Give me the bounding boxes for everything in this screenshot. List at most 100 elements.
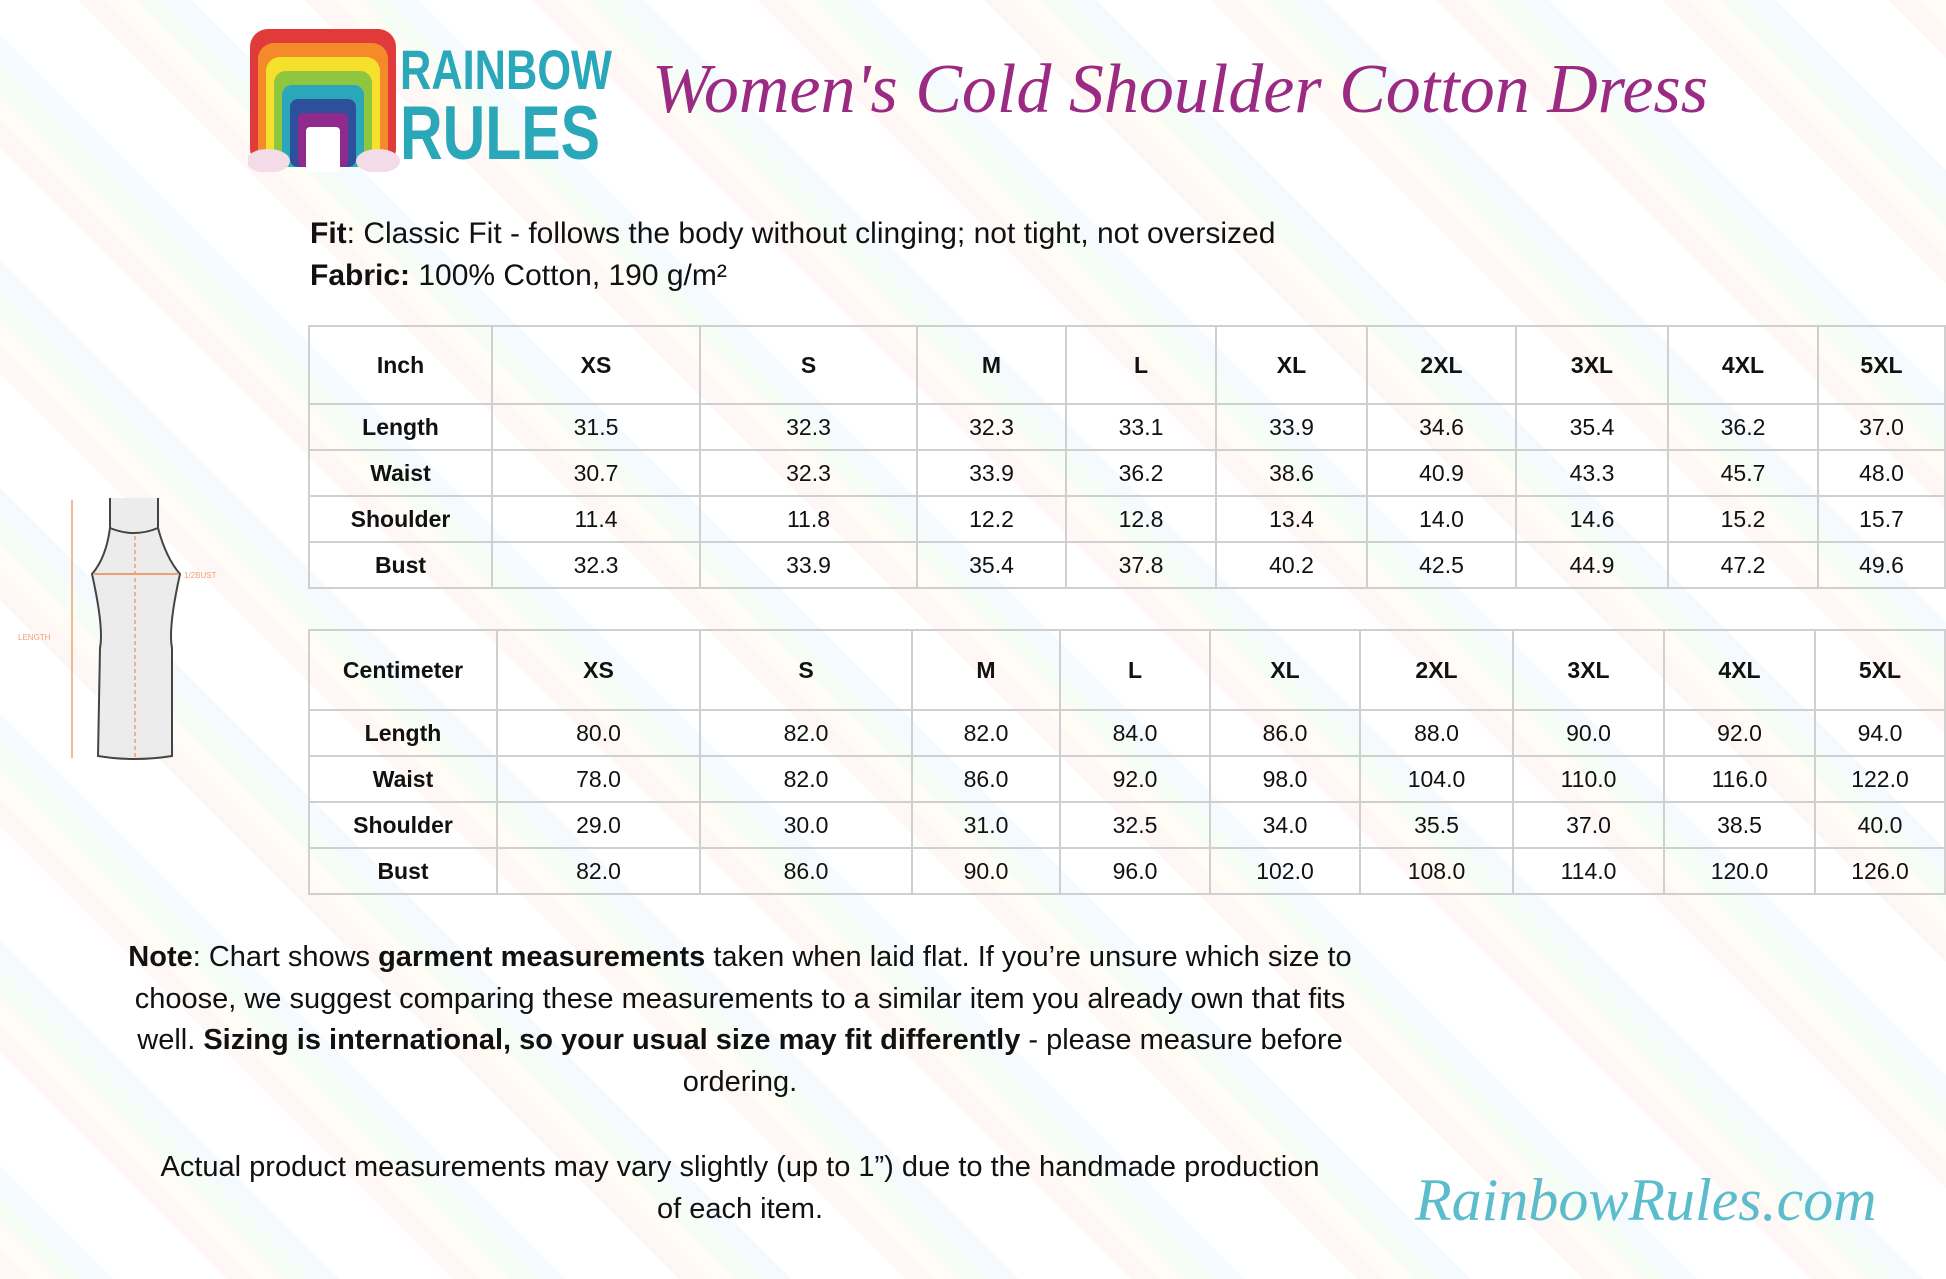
- measurement-cell: 15.2: [1667, 495, 1819, 543]
- measurement-cell: 36.2: [1667, 403, 1819, 451]
- measurement-cell: 29.0: [496, 801, 701, 849]
- measurement-cell: 98.0: [1209, 755, 1361, 803]
- rainbow-rules-logo: RAINBOW RULES: [248, 29, 612, 172]
- page-title: Women's Cold Shoulder Cotton Dress: [652, 51, 1708, 128]
- measurement-cell: 32.5: [1059, 801, 1211, 849]
- measurement-cell: 14.0: [1366, 495, 1517, 543]
- fabric-text: 100% Cotton, 190 g/m²: [410, 259, 727, 292]
- measurement-cell: 40.0: [1814, 801, 1946, 849]
- measurement-cell: 86.0: [911, 755, 1061, 803]
- measurement-cell: 32.3: [916, 403, 1067, 451]
- rainbow-icon: [248, 29, 400, 172]
- size-header: XS: [491, 325, 701, 405]
- measurement-cell: 49.6: [1817, 541, 1946, 589]
- measurement-cell: 12.2: [916, 495, 1067, 543]
- measurement-cell: 11.4: [491, 495, 701, 543]
- fit-text: : Classic Fit - follows the body without…: [346, 217, 1276, 250]
- measurement-cell: 13.4: [1215, 495, 1368, 543]
- size-header: 5XL: [1817, 325, 1946, 405]
- measurement-cell: 47.2: [1667, 541, 1819, 589]
- unit-header: Centimeter: [308, 629, 498, 711]
- measurement-cell: 35.4: [1515, 403, 1669, 451]
- measurement-label: Bust: [308, 847, 498, 895]
- note-text: : Chart shows: [192, 941, 379, 973]
- size-header: 3XL: [1515, 325, 1669, 405]
- measurement-cell: 37.0: [1512, 801, 1665, 849]
- measurement-cell: 82.0: [911, 709, 1061, 757]
- table-row: Waist 78.0 82.0 86.0 92.0 98.0 104.0 110.0 116.0…: [308, 755, 1946, 803]
- measurement-cell: 84.0: [1059, 709, 1211, 757]
- measurement-cell: 35.4: [916, 541, 1067, 589]
- size-header: L: [1059, 629, 1211, 711]
- inch-size-table: Inch XS S M L XL 2XL 3XL 4XL 5XL Length 31.5 32.3 32.…: [308, 325, 1946, 589]
- table-row: Shoulder 29.0 30.0 31.0 32.5 34.0 35.5 37.0 38.5…: [308, 801, 1946, 849]
- size-header: 4XL: [1663, 629, 1816, 711]
- measurement-cell: 32.3: [699, 449, 918, 497]
- measurement-cell: 30.7: [491, 449, 701, 497]
- measurement-cell: 92.0: [1059, 755, 1211, 803]
- measurement-cell: 33.9: [699, 541, 918, 589]
- size-header: S: [699, 325, 918, 405]
- measurement-cell: 38.6: [1215, 449, 1368, 497]
- table-row: Shoulder 11.4 11.8 12.2 12.8 13.4 14.0 14.6 15.2…: [308, 495, 1946, 543]
- measurement-cell: 40.2: [1215, 541, 1368, 589]
- table-row: Length 80.0 82.0 82.0 84.0 86.0 88.0 90.0 92.0 94…: [308, 709, 1946, 757]
- measurement-cell: 31.0: [911, 801, 1061, 849]
- measurement-cell: 90.0: [1512, 709, 1665, 757]
- fabric-label: Fabric:: [310, 259, 411, 292]
- measurement-cell: 33.9: [916, 449, 1067, 497]
- measurement-cell: 31.5: [491, 403, 701, 451]
- measurement-cell: 32.3: [491, 541, 701, 589]
- measurement-cell: 32.3: [699, 403, 918, 451]
- measurement-cell: 120.0: [1663, 847, 1816, 895]
- measurement-cell: 102.0: [1209, 847, 1361, 895]
- table-row: Waist 30.7 32.3 33.9 36.2 38.6 40.9 43.3 45.7 48.…: [308, 449, 1946, 497]
- note-label: Note: [128, 941, 193, 973]
- sizing-note: Note: Chart shows garment measurements t…: [120, 937, 1360, 1103]
- size-header: 2XL: [1366, 325, 1517, 405]
- size-header: XL: [1215, 325, 1368, 405]
- measurement-cell: 114.0: [1512, 847, 1665, 895]
- unit-header: Inch: [308, 325, 493, 405]
- measurement-cell: 36.2: [1065, 449, 1217, 497]
- note-bold: garment measurements: [378, 941, 706, 973]
- measurement-label: Shoulder: [308, 801, 498, 849]
- measurement-cell: 37.0: [1817, 403, 1946, 451]
- size-header: 4XL: [1667, 325, 1819, 405]
- measurement-cell: 44.9: [1515, 541, 1669, 589]
- size-header: 5XL: [1814, 629, 1946, 711]
- measurement-cell: 96.0: [1059, 847, 1211, 895]
- measurement-cell: 48.0: [1817, 449, 1946, 497]
- note-bold: Sizing is international, so your usual s…: [203, 1024, 1021, 1056]
- table-row: Length 31.5 32.3 32.3 33.1 33.9 34.6 35.4 36.2 37…: [308, 403, 1946, 451]
- table-row: Bust 82.0 86.0 90.0 96.0 102.0 108.0 114.0 120.0…: [308, 847, 1946, 895]
- measurement-cell: 37.8: [1065, 541, 1217, 589]
- measurement-cell: 45.7: [1667, 449, 1819, 497]
- header-row: Inch XS S M L XL 2XL 3XL 4XL 5XL: [308, 325, 1946, 405]
- measurement-cell: 33.1: [1065, 403, 1217, 451]
- measurement-cell: 86.0: [1209, 709, 1361, 757]
- measurement-cell: 78.0: [496, 755, 701, 803]
- svg-text:RULES: RULES: [400, 91, 600, 172]
- note-text: - please measure before ordering.: [682, 1024, 1343, 1098]
- measurement-cell: 108.0: [1359, 847, 1514, 895]
- measurement-label: Waist: [308, 449, 493, 497]
- measurement-cell: 90.0: [911, 847, 1061, 895]
- length-label: LENGTH: [18, 633, 51, 642]
- measurement-cell: 11.8: [699, 495, 918, 543]
- measurement-cell: 92.0: [1663, 709, 1816, 757]
- measurement-cell: 80.0: [496, 709, 701, 757]
- brand-url: RainbowRules.com: [1415, 1167, 1877, 1233]
- measurement-cell: 110.0: [1512, 755, 1665, 803]
- fit-label: Fit: [310, 217, 347, 250]
- measurement-cell: 86.0: [699, 847, 913, 895]
- size-header: L: [1065, 325, 1217, 405]
- measurement-cell: 34.0: [1209, 801, 1361, 849]
- size-header: 2XL: [1359, 629, 1514, 711]
- measurement-cell: 33.9: [1215, 403, 1368, 451]
- measurement-cell: 42.5: [1366, 541, 1517, 589]
- measurement-cell: 43.3: [1515, 449, 1669, 497]
- variance-note: Actual product measurements may vary sli…: [160, 1151, 1320, 1225]
- measurement-cell: 82.0: [699, 709, 913, 757]
- measurement-cell: 88.0: [1359, 709, 1514, 757]
